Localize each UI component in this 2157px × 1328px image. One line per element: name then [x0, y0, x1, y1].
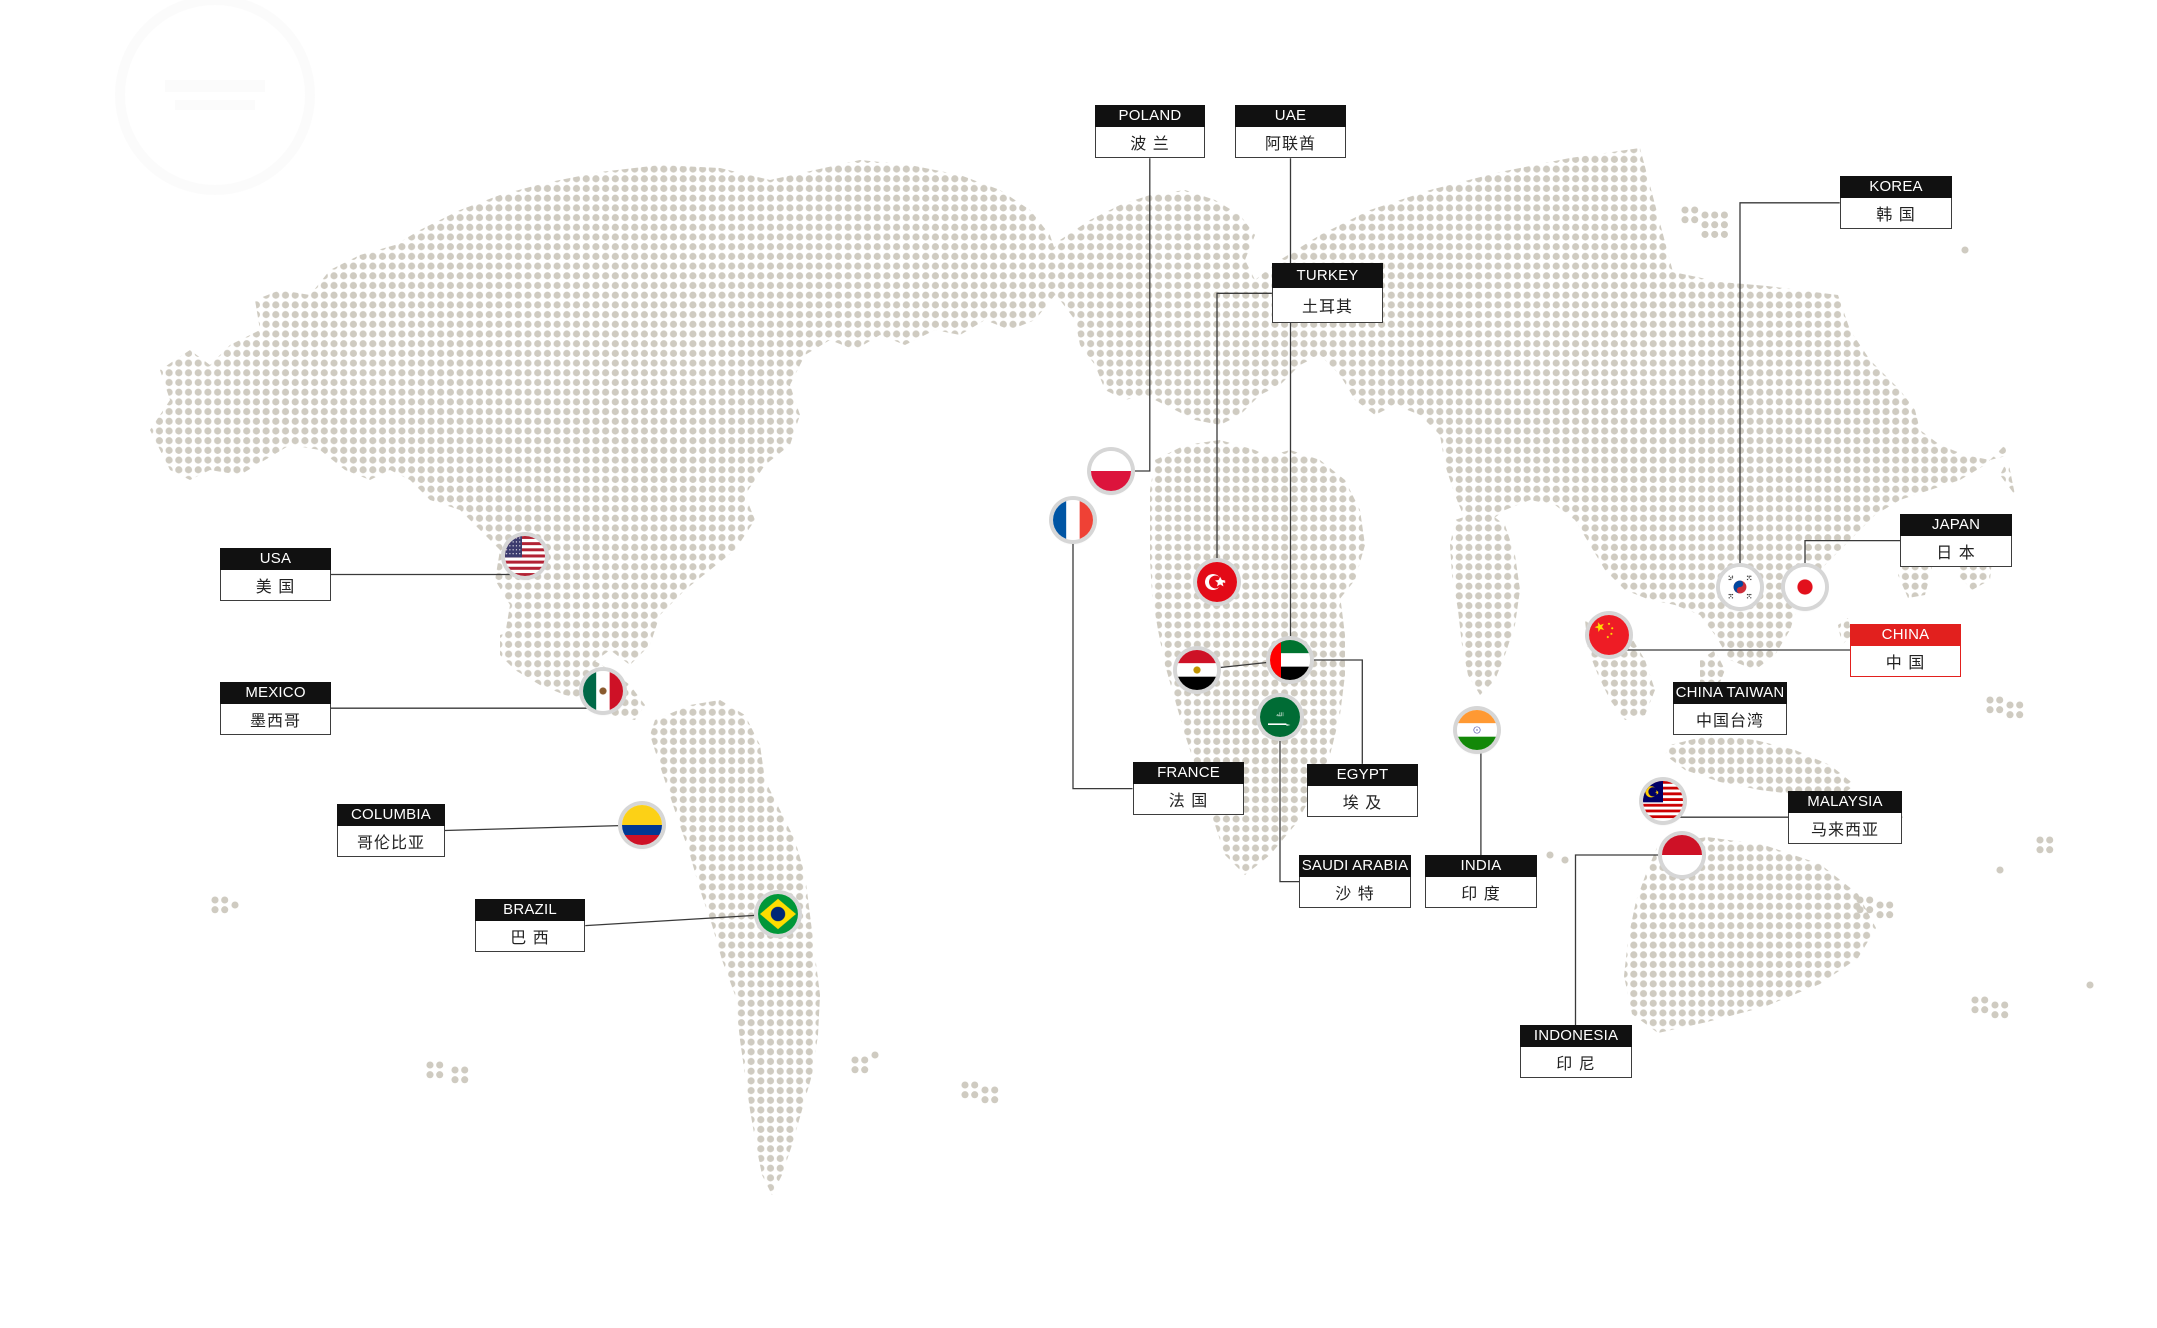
svg-text:الله: الله	[1276, 712, 1284, 718]
